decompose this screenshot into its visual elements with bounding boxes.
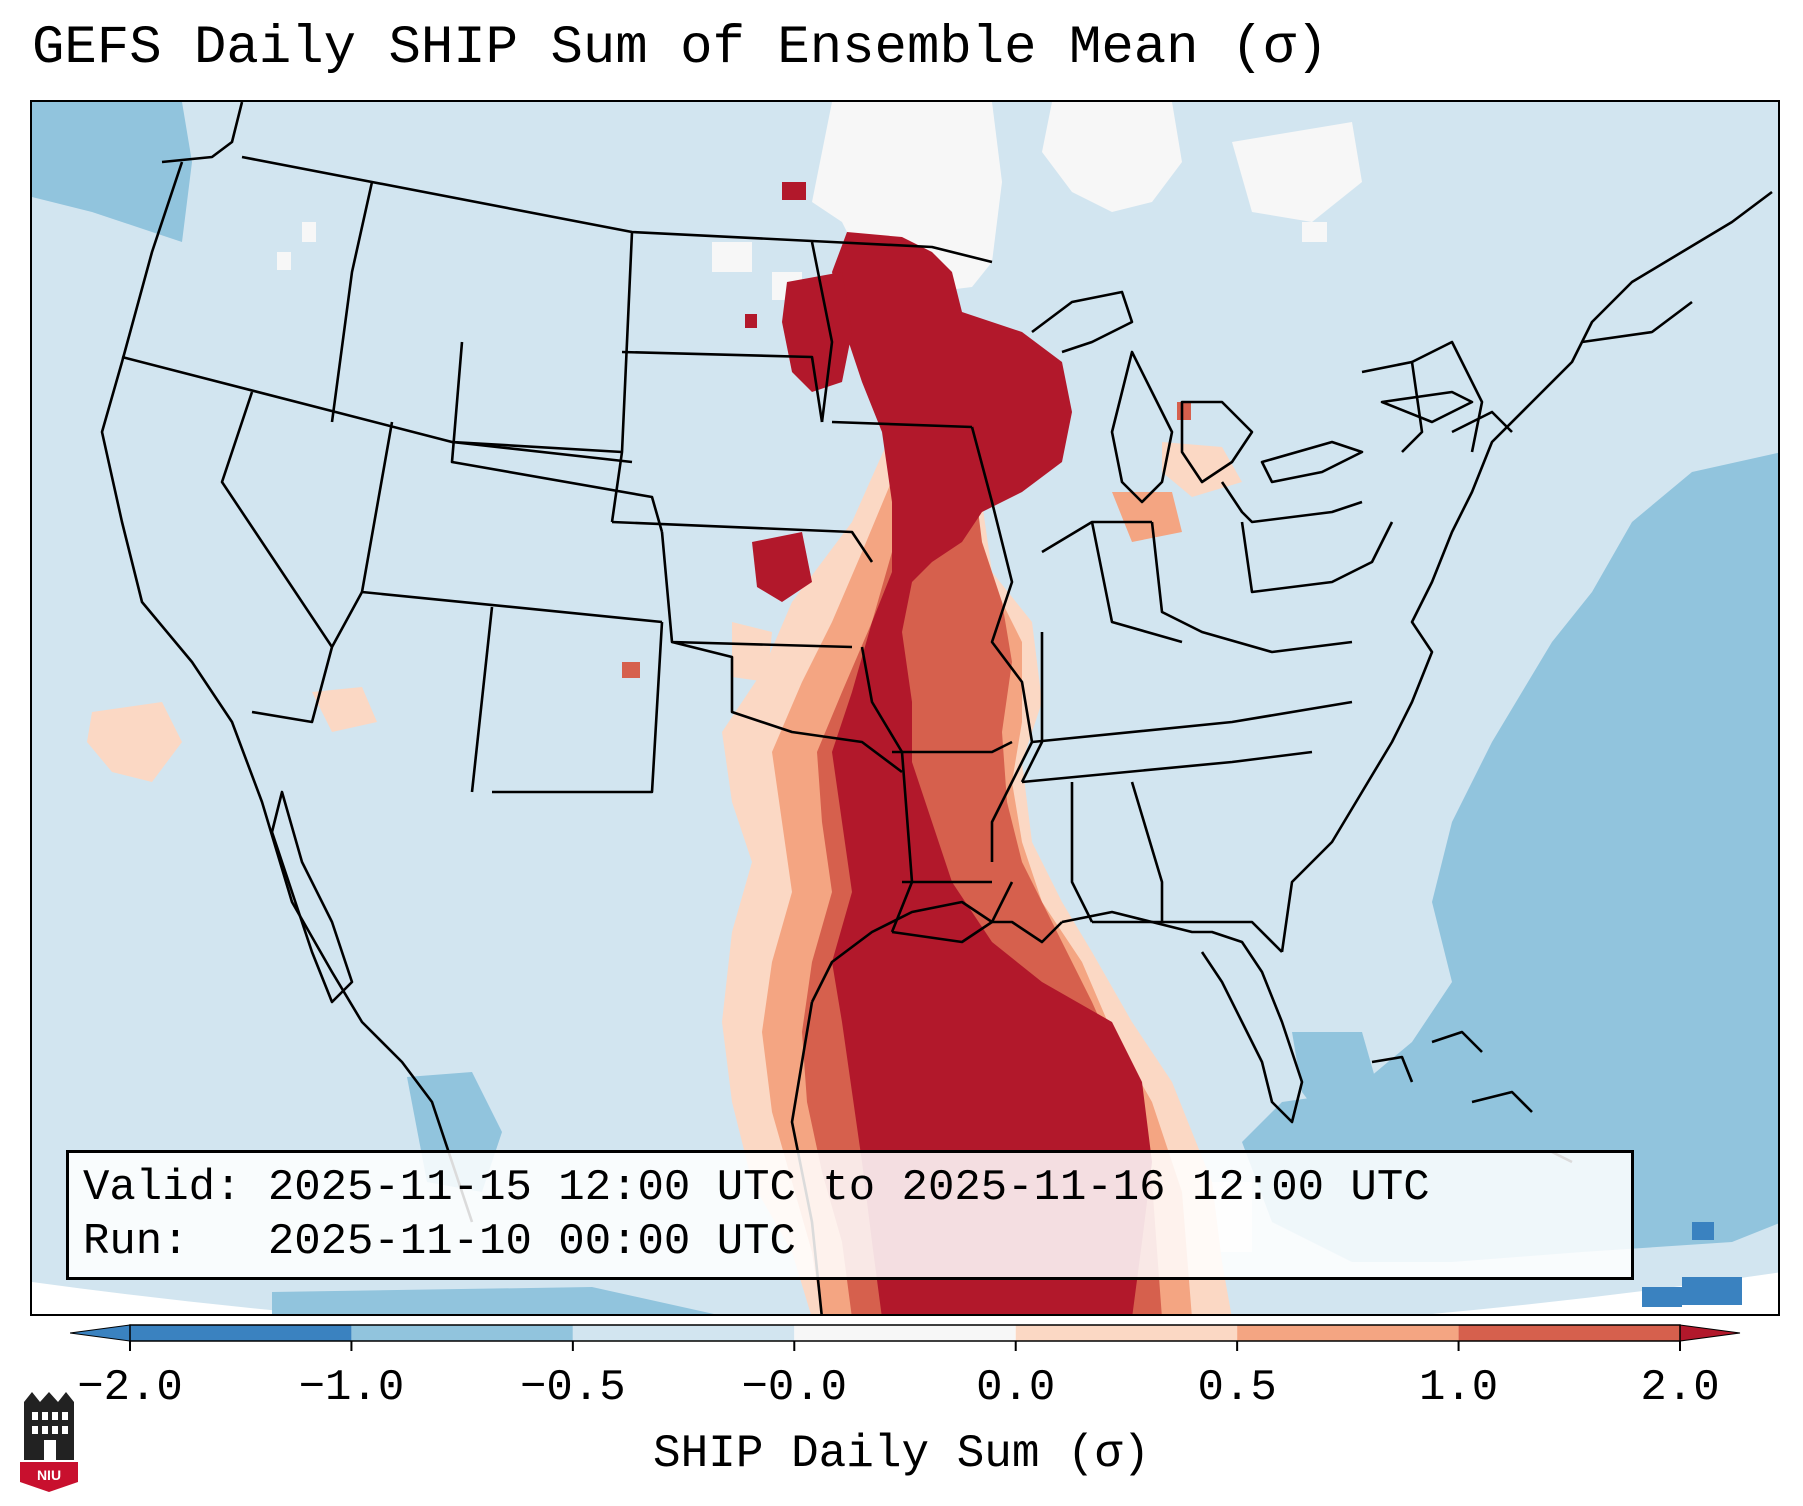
negative-anomaly-regions bbox=[32, 102, 1778, 1314]
run-time: 2025-11-10 00:00 UTC bbox=[267, 1217, 796, 1267]
valid-label: Valid: bbox=[83, 1163, 242, 1213]
colorbar-label: SHIP Daily Sum (σ) bbox=[653, 1428, 1150, 1480]
map-panel bbox=[30, 100, 1780, 1316]
strong-negative-patches bbox=[1642, 1222, 1742, 1307]
niu-logo: NIU bbox=[20, 1392, 78, 1492]
colorbar-tick-label: −1.0 bbox=[298, 1363, 405, 1413]
colorbar-extend-high bbox=[1679, 1324, 1741, 1342]
valid-run-info-box: Valid: 2025-11-15 12:00 UTC to 2025-11-1… bbox=[66, 1150, 1634, 1280]
colorbar-bin bbox=[1015, 1325, 1238, 1341]
colorbar-tick-label: 0.5 bbox=[1197, 1363, 1277, 1413]
valid-range: 2025-11-15 12:00 UTC to 2025-11-16 12:00… bbox=[267, 1163, 1430, 1213]
colorbar-bin bbox=[130, 1325, 352, 1341]
colorbar-tick-label: −2.0 bbox=[77, 1363, 183, 1413]
colorbar-tick-label: −0.0 bbox=[741, 1363, 848, 1413]
boundary-lines bbox=[121, 102, 1484, 953]
colorbar bbox=[70, 1324, 1741, 1351]
colorbar-bin bbox=[1237, 1325, 1459, 1341]
colorbar-tick-label: 2.0 bbox=[1640, 1363, 1720, 1413]
colorbar-tick-label: 1.0 bbox=[1418, 1363, 1499, 1413]
colorbar-bin bbox=[351, 1325, 573, 1341]
colorbar-bin bbox=[572, 1325, 795, 1341]
coastline bbox=[100, 161, 1773, 1314]
projection-edge bbox=[32, 1272, 1778, 1314]
colorbar-segments bbox=[70, 1324, 1741, 1351]
map-canvas bbox=[32, 102, 1778, 1314]
colorbar-extend-low bbox=[70, 1324, 131, 1342]
colorbar-tick-label: −0.5 bbox=[520, 1363, 626, 1413]
positive-extreme-regions bbox=[745, 182, 1152, 1314]
colorbar-outline bbox=[129, 1324, 1681, 1342]
run-label: Run: bbox=[83, 1217, 189, 1267]
logo-text: NIU bbox=[37, 1467, 61, 1483]
colorbar-bin bbox=[1458, 1325, 1680, 1341]
map-title: GEFS Daily SHIP Sum of Ensemble Mean (σ) bbox=[32, 18, 1329, 79]
colorbar-bin bbox=[794, 1325, 1016, 1341]
colorbar-tick-label: 0.0 bbox=[976, 1363, 1056, 1413]
